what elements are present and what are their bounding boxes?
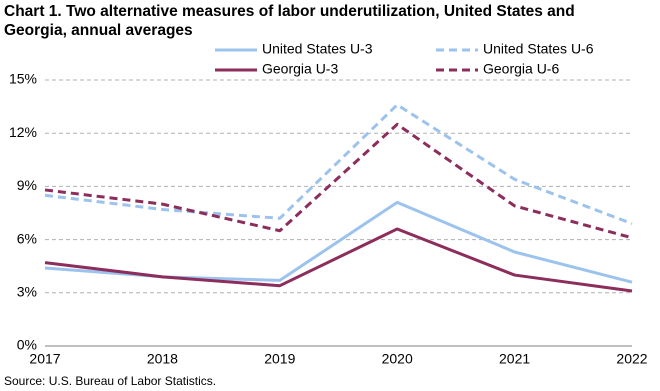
legend-label: United States U-3: [262, 41, 373, 57]
x-tick-label: 2019: [264, 351, 295, 367]
series-line: [44, 200, 633, 284]
y-tick-label: 12%: [9, 124, 37, 140]
y-tick-label: 3%: [17, 284, 37, 300]
x-tick-label: 2020: [382, 351, 413, 367]
x-tick-label: 2022: [616, 351, 647, 367]
x-tick-label: 2017: [29, 351, 60, 367]
y-tick-label: 9%: [17, 177, 37, 193]
legend-label: Georgia U-6: [483, 61, 559, 77]
y-tick-label: 0%: [17, 337, 37, 353]
legend-label: United States U-6: [483, 41, 594, 57]
y-tick-label: 6%: [17, 230, 37, 246]
y-tick-label: 15%: [9, 71, 37, 87]
legend-label: Georgia U-3: [262, 61, 338, 77]
source-note: Source: U.S. Bureau of Labor Statistics.: [4, 374, 217, 388]
series-line: [44, 103, 633, 226]
x-tick-label: 2018: [147, 351, 178, 367]
series-line: [44, 122, 633, 240]
chart-title: Chart 1. Two alternative measures of lab…: [4, 3, 575, 39]
series-line: [44, 227, 633, 293]
x-tick-label: 2021: [499, 351, 530, 367]
